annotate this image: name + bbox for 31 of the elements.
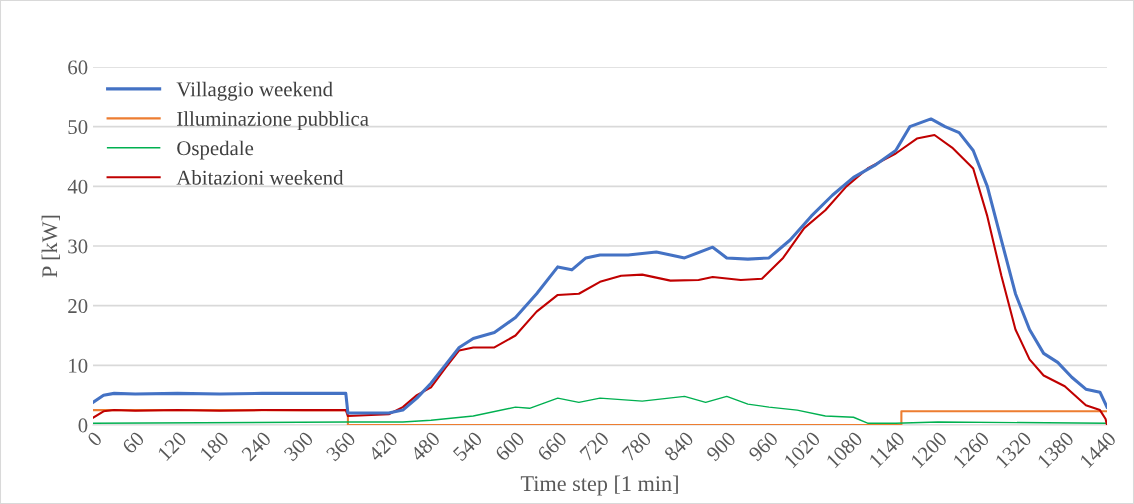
x-tick-label: 780	[621, 430, 653, 462]
y-tick-label: 20	[68, 299, 88, 314]
x-tick-label: 480	[409, 430, 441, 463]
x-tick-label: 0	[86, 430, 103, 448]
legend-label: Abitazioni weekend	[176, 170, 344, 185]
x-tick-label: 660	[536, 430, 568, 462]
legend-label: Villaggio weekend	[176, 81, 333, 101]
x-tick-label: 540	[452, 430, 484, 462]
y-tick-label: 40	[67, 179, 88, 194]
x-tick-label: 960	[747, 430, 779, 462]
x-tick-label: 900	[705, 430, 737, 462]
y-tick-label: 30	[68, 239, 88, 254]
x-axis-title: Time step [1 min]	[520, 475, 678, 496]
x-tick-label: 720	[579, 430, 610, 462]
y-tick-label: 50	[68, 120, 88, 135]
y-tick-label: 10	[69, 358, 88, 373]
x-tick-label: 240	[240, 430, 272, 462]
x-tick-label: 420	[367, 430, 399, 463]
legend-label: Illuminazione pubblica	[177, 111, 369, 131]
line-series	[93, 395, 1107, 424]
x-tick-label: 360	[325, 430, 357, 462]
y-tick-label: 0	[78, 418, 88, 433]
y-axis-title: P [kW]	[41, 215, 60, 278]
x-tick-label: 60	[121, 430, 146, 455]
x-tick-label: 840	[663, 430, 695, 462]
legend-label: Ospedale	[177, 140, 254, 160]
y-tick-label: 60	[68, 60, 88, 75]
x-tick-label: 120	[157, 430, 188, 462]
x-tick-label: 600	[494, 430, 526, 462]
x-tick-label: 180	[199, 430, 230, 462]
x-tick-label: 300	[283, 430, 315, 462]
